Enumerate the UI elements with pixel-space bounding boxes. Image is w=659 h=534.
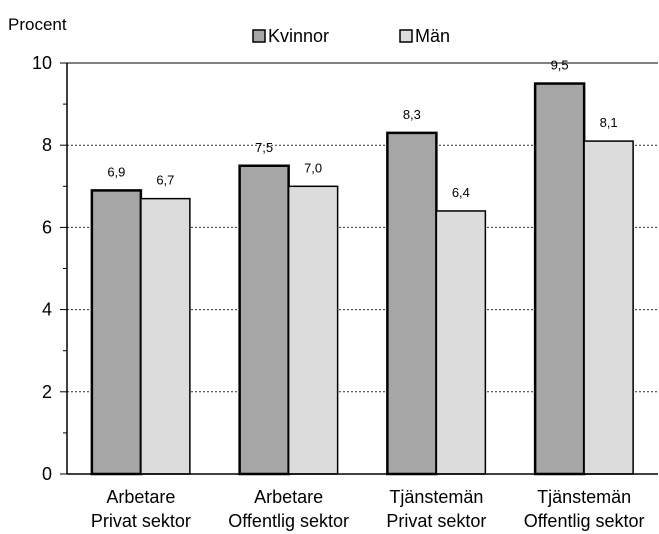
y-tick-label: 4	[42, 300, 52, 320]
data-label: 8,1	[600, 115, 618, 130]
legend-label: Män	[415, 26, 450, 46]
bar	[140, 197, 191, 475]
x-tick-label: Arbetare	[254, 487, 323, 507]
y-axis-label: Procent	[8, 15, 67, 34]
y-tick-label: 0	[42, 464, 52, 484]
x-tick-label: Offentlig sektor	[228, 511, 349, 531]
x-tick-label: Tjänstemän	[389, 487, 483, 507]
bar	[435, 210, 487, 475]
x-tick-label: Offentlig sektor	[524, 511, 645, 531]
y-ticks: 0 2 4 6 8 10	[32, 53, 67, 484]
bar	[583, 140, 634, 475]
x-tick-label: Privat sektor	[91, 511, 191, 531]
y-tick-label: 2	[42, 382, 52, 402]
y-tick-label: 6	[42, 217, 52, 237]
data-label: 7,5	[255, 140, 273, 155]
bar	[90, 189, 143, 476]
bar	[238, 164, 290, 476]
y-tick-label: 8	[42, 135, 52, 155]
bars	[90, 82, 634, 476]
data-label: 6,7	[156, 173, 174, 188]
data-label: 9,5	[551, 58, 569, 73]
legend-label: Kvinnor	[268, 26, 329, 46]
x-tick-label: Arbetare	[106, 487, 175, 507]
data-label: 6,9	[107, 164, 125, 179]
x-tick-label: Privat sektor	[386, 511, 486, 531]
bar	[386, 131, 438, 476]
data-labels: 6,9 6,7 7,5 7,0 8,3 6,4 9,5 8,1	[107, 58, 617, 200]
data-label: 7,0	[304, 160, 322, 175]
x-tick-labels: Arbetare Privat sektor Arbetare Offentlig s…	[91, 487, 645, 531]
legend-swatch	[252, 29, 266, 43]
bar	[533, 82, 586, 476]
legend: Kvinnor Män	[252, 26, 450, 46]
bar	[287, 185, 339, 475]
y-tick-label: 10	[32, 53, 52, 73]
data-label: 8,3	[403, 107, 421, 122]
x-tick-label: Tjänstemän	[537, 487, 631, 507]
data-label: 6,4	[452, 185, 470, 200]
legend-swatch	[399, 29, 413, 43]
